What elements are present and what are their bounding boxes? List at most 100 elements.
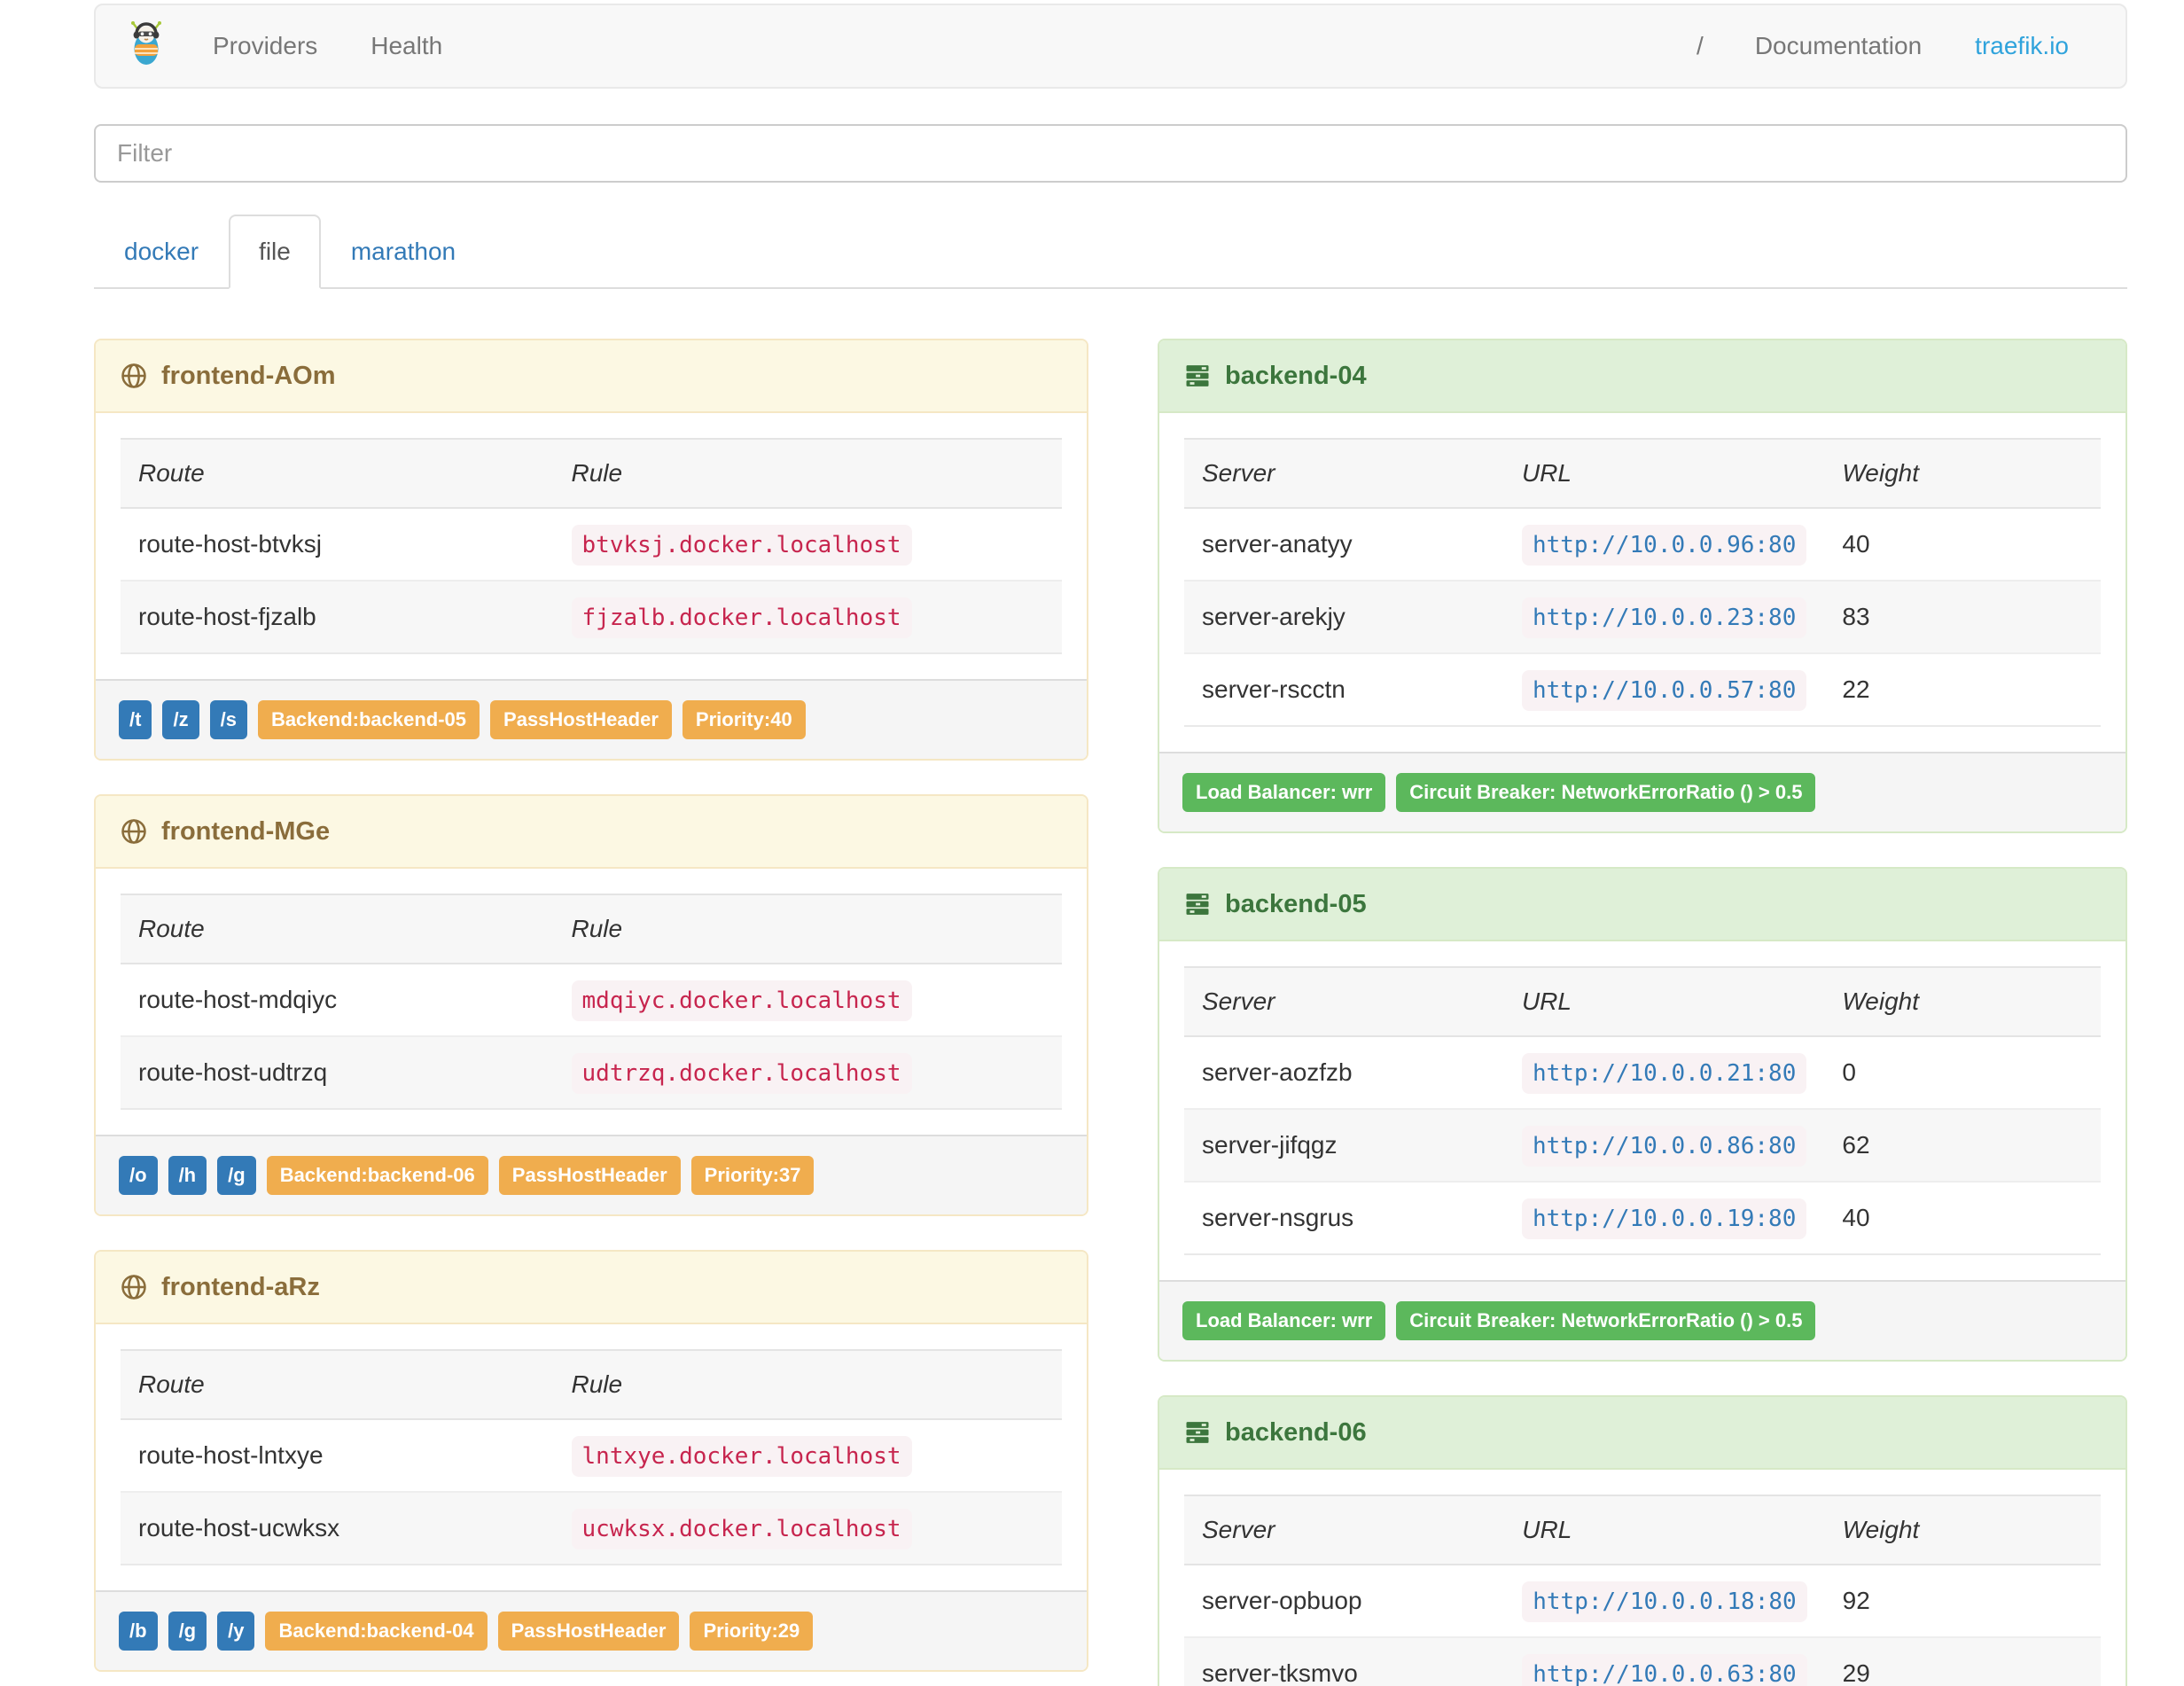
server-row: server-rscctn http://10.0.0.57:80 22 — [1184, 653, 2101, 727]
filter-input[interactable] — [94, 124, 2127, 183]
backend-ref-badge: Backend:backend-04 — [265, 1612, 488, 1651]
traefik-brand-link[interactable] — [106, 20, 186, 73]
load-balancer-badge: Load Balancer: wrr — [1182, 1301, 1386, 1340]
passhostheader-badge: PassHostHeader — [490, 700, 672, 739]
backend-panel-header: backend-05 — [1159, 869, 2126, 941]
frontend-panel: frontend-AOm Route Rule route-host-btvks… — [94, 339, 1088, 761]
priority-badge: Priority:29 — [690, 1612, 814, 1651]
server-weight: 40 — [1824, 508, 2101, 582]
backend-panel-footer: Load Balancer: wrr Circuit Breaker: Netw… — [1159, 1280, 2126, 1360]
circuit-breaker-badge: Circuit Breaker: NetworkErrorRatio () > … — [1396, 1301, 1816, 1340]
tab-docker[interactable]: docker — [124, 238, 199, 265]
server-row: server-opbuop http://10.0.0.18:80 92 — [1184, 1565, 2101, 1638]
server-row: server-aozfzb http://10.0.0.21:80 0 — [1184, 1036, 2101, 1110]
server-tasks-icon — [1184, 1419, 1211, 1446]
routes-table: Route Rule route-host-lntxye lntxye.dock… — [121, 1349, 1062, 1565]
server-row: server-anatyy http://10.0.0.96:80 40 — [1184, 508, 2101, 582]
path-badge: /y — [217, 1612, 255, 1651]
globe-icon — [121, 1274, 147, 1300]
frontend-panel-footer: /o /h /g Backend:backend-06 PassHostHead… — [96, 1135, 1087, 1214]
passhostheader-badge: PassHostHeader — [497, 1612, 680, 1651]
server-url-code: http://10.0.0.96:80 — [1521, 525, 1807, 566]
frontend-panel-header: frontend-MGe — [96, 796, 1087, 869]
rule-code: btvksj.docker.localhost — [571, 525, 912, 566]
nav-providers-link[interactable]: Providers — [213, 32, 318, 59]
circuit-breaker-badge: Circuit Breaker: NetworkErrorRatio () > … — [1396, 773, 1816, 812]
backend-panel-body: Server URL Weight server-aozfzb http://1… — [1159, 941, 2126, 1280]
frontend-panel: frontend-MGe Route Rule route-host-mdqiy… — [94, 794, 1088, 1216]
route-name: route-host-fjzalb — [121, 581, 554, 654]
tab-file[interactable]: file — [229, 215, 321, 289]
load-balancer-badge: Load Balancer: wrr — [1182, 773, 1386, 812]
path-badge: /g — [168, 1612, 207, 1651]
route-row: route-host-ucwksx ucwksx.docker.localhos… — [121, 1492, 1062, 1565]
server-weight: 83 — [1824, 581, 2101, 654]
server-url-code: http://10.0.0.57:80 — [1521, 670, 1807, 711]
rule-code: lntxye.docker.localhost — [571, 1436, 912, 1477]
column-header-route: Route — [121, 438, 554, 509]
frontends-column: frontend-AOm Route Rule route-host-btvks… — [94, 339, 1088, 1686]
backend-panel: backend-04 Server URL Weight server-anat… — [1158, 339, 2127, 833]
priority-badge: Priority:37 — [690, 1156, 815, 1195]
backend-ref-badge: Backend:backend-06 — [266, 1156, 488, 1195]
column-header-url: URL — [1503, 966, 1825, 1037]
server-name: server-arekjy — [1184, 581, 1504, 654]
route-name: route-host-udtrzq — [121, 1036, 554, 1110]
route-name: route-host-lntxye — [121, 1419, 554, 1493]
passhostheader-badge: PassHostHeader — [498, 1156, 681, 1195]
tab-marathon[interactable]: marathon — [350, 238, 456, 265]
frontend-panel: frontend-aRz Route Rule route-host-lntxy… — [94, 1250, 1088, 1672]
frontend-title: frontend-AOm — [161, 362, 336, 390]
backend-ref-badge: Backend:backend-05 — [257, 700, 480, 739]
backend-panel: backend-05 Server URL Weight server-aozf… — [1158, 867, 2127, 1362]
server-url-code: http://10.0.0.86:80 — [1521, 1126, 1807, 1167]
navbar: Providers Health / Documentation traefik… — [94, 4, 2127, 89]
server-weight: 62 — [1824, 1109, 2101, 1183]
path-badge: /b — [119, 1612, 158, 1651]
column-header-rule: Rule — [553, 438, 1062, 509]
server-weight: 0 — [1824, 1036, 2101, 1110]
servers-table: Server URL Weight server-anatyy http://1… — [1184, 438, 2101, 727]
nav-separator: / — [1696, 32, 1704, 59]
server-name: server-rscctn — [1184, 653, 1504, 727]
backend-panel: backend-06 Server URL Weight server-opbu… — [1158, 1395, 2127, 1686]
backend-panel-header: backend-06 — [1159, 1397, 2126, 1470]
provider-tabs: docker file marathon — [94, 215, 2127, 289]
column-header-weight: Weight — [1824, 966, 2101, 1037]
frontend-panel-footer: /t /z /s Backend:backend-05 PassHostHead… — [96, 679, 1087, 759]
nav-documentation-link[interactable]: Documentation — [1754, 32, 1923, 59]
page: Providers Health / Documentation traefik… — [94, 4, 2127, 1686]
server-name: server-tksmvo — [1184, 1637, 1505, 1686]
frontend-panel-body: Route Rule route-host-btvksj btvksj.dock… — [96, 413, 1087, 679]
rule-code: udtrzq.docker.localhost — [571, 1053, 912, 1094]
route-row: route-host-fjzalb fjzalb.docker.localhos… — [121, 581, 1062, 654]
path-badge: /o — [119, 1156, 158, 1195]
route-row: route-host-lntxye lntxye.docker.localhos… — [121, 1419, 1062, 1493]
route-name: route-host-btvksj — [121, 508, 554, 582]
frontend-title: frontend-aRz — [161, 1273, 320, 1301]
column-header-weight: Weight — [1824, 438, 2101, 509]
routes-table: Route Rule route-host-mdqiyc mdqiyc.dock… — [121, 894, 1062, 1110]
rule-code: mdqiyc.docker.localhost — [571, 980, 912, 1021]
server-url-code: http://10.0.0.19:80 — [1521, 1198, 1807, 1239]
route-row: route-host-udtrzq udtrzq.docker.localhos… — [121, 1036, 1062, 1110]
server-name: server-opbuop — [1184, 1565, 1505, 1638]
routes-table: Route Rule route-host-btvksj btvksj.dock… — [121, 438, 1062, 654]
column-header-route: Route — [121, 1349, 554, 1420]
frontend-panel-body: Route Rule route-host-lntxye lntxye.dock… — [96, 1324, 1087, 1590]
rule-code: ucwksx.docker.localhost — [571, 1509, 912, 1549]
column-header-url: URL — [1504, 1495, 1825, 1565]
nav-health-link[interactable]: Health — [370, 32, 443, 59]
server-name: server-jifqgz — [1184, 1109, 1504, 1183]
path-badge: /s — [209, 700, 247, 739]
server-tasks-icon — [1184, 891, 1211, 917]
column-header-server: Server — [1184, 1495, 1505, 1565]
column-header-server: Server — [1184, 438, 1504, 509]
nav-traefik-io-link[interactable]: traefik.io — [1975, 32, 2069, 59]
frontend-title: frontend-MGe — [161, 817, 331, 846]
path-badge: /z — [162, 700, 199, 739]
servers-table: Server URL Weight server-aozfzb http://1… — [1184, 966, 2101, 1255]
column-header-weight: Weight — [1824, 1495, 2101, 1565]
server-row: server-jifqgz http://10.0.0.86:80 62 — [1184, 1109, 2101, 1183]
priority-badge: Priority:40 — [682, 700, 806, 739]
